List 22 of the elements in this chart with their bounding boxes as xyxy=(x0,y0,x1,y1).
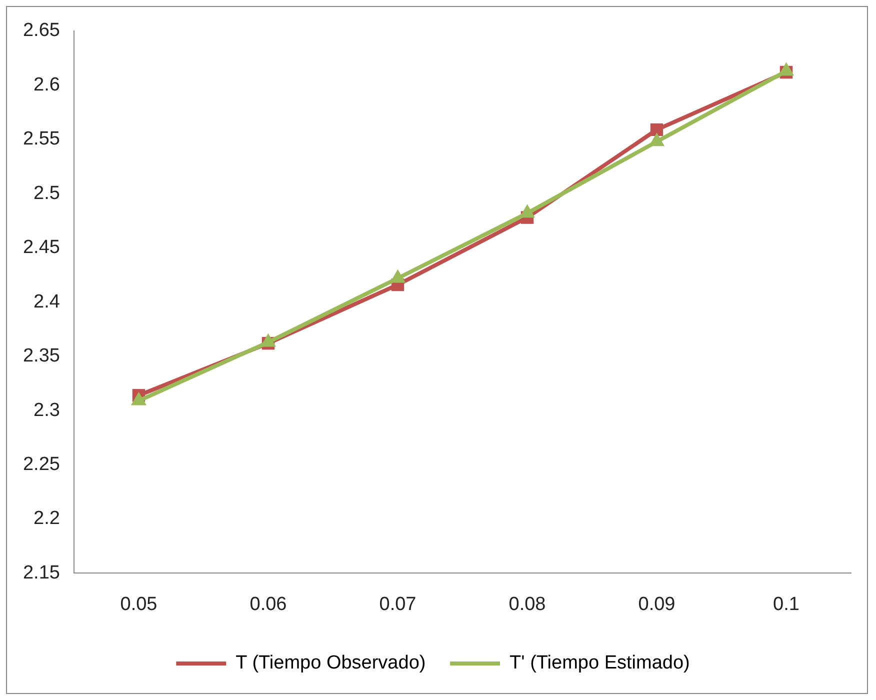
y-tick-label: 2.45 xyxy=(22,237,60,258)
y-tick-label: 2.5 xyxy=(34,182,60,204)
x-tick-label: 0.07 xyxy=(379,594,416,615)
y-tick-label: 2.55 xyxy=(22,128,60,150)
x-tick-label: 0.06 xyxy=(250,594,287,615)
legend-label: T' (Tiempo Estimado) xyxy=(510,652,690,674)
y-tick-label: 2.25 xyxy=(22,454,60,475)
x-tick-label: 0.09 xyxy=(638,594,676,615)
point xyxy=(130,392,147,406)
y-tick-label: 2.4 xyxy=(34,291,60,312)
x-tick-label: 0.1 xyxy=(773,594,800,615)
x-tick-label: 0.05 xyxy=(120,594,158,615)
y-tick-label: 2.15 xyxy=(22,562,60,584)
y-tick-label: 2.2 xyxy=(34,508,60,530)
point xyxy=(648,132,665,146)
x-tick-label: 0.08 xyxy=(508,594,546,615)
y-tick-label: 2.6 xyxy=(34,74,60,96)
y-tick-label: 2.65 xyxy=(22,20,60,42)
y-tick-label: 2.35 xyxy=(22,346,60,367)
point xyxy=(650,123,664,136)
y-tick-label: 2.3 xyxy=(34,400,60,421)
legend-label: T (Tiempo Observado) xyxy=(236,652,426,674)
